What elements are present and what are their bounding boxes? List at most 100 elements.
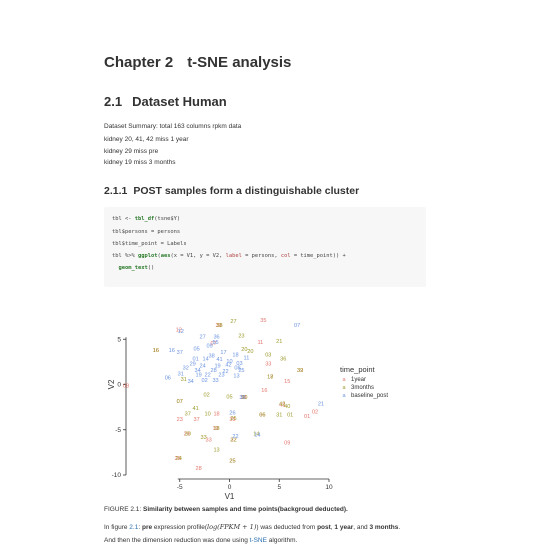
point-label-baseline_post: 34 bbox=[188, 379, 194, 385]
point-label-1year: 23 bbox=[177, 417, 183, 423]
point-label-1year: 01 bbox=[304, 414, 310, 420]
chapter-heading: Chapter 2 t-SNE analysis bbox=[104, 54, 291, 71]
point-label-1year: 12 bbox=[176, 327, 182, 333]
legend-key: a bbox=[342, 393, 346, 399]
x-tick-label: 0 bbox=[228, 484, 232, 491]
point-label-1year: 08 bbox=[123, 383, 129, 389]
point-label-1year: 32 bbox=[230, 438, 236, 444]
point-label-baseline_post: 02 bbox=[202, 378, 208, 384]
section-heading: 2.1 Dataset Human bbox=[104, 94, 227, 109]
point-label-1year: 66 bbox=[259, 412, 265, 418]
point-label-3months: 18 bbox=[267, 374, 273, 380]
point-label-baseline_post: 42 bbox=[225, 363, 231, 369]
figure-ref-link[interactable]: 2.1 bbox=[129, 524, 139, 531]
point-label-baseline_post: 25 bbox=[238, 368, 244, 374]
point-label-baseline_post: 14 bbox=[203, 356, 209, 362]
point-label-1year: 33 bbox=[265, 362, 271, 368]
point-label-3months: 20 bbox=[241, 347, 247, 353]
point-label-baseline_post: 09 bbox=[206, 344, 212, 350]
point-label-baseline_post: 14 bbox=[254, 432, 260, 438]
subsection-number: 2.1.1 bbox=[104, 185, 128, 197]
summary-line: Dataset Summary: total 163 columns rpkm … bbox=[104, 123, 242, 130]
point-label-3months: 02 bbox=[203, 392, 209, 398]
point-label-1year: 07 bbox=[210, 341, 216, 347]
point-label-3months: 41 bbox=[193, 406, 199, 412]
y-tick-label: 0 bbox=[117, 382, 121, 389]
point-label-3months: 06 bbox=[259, 412, 265, 418]
point-label-3months: 03 bbox=[265, 353, 271, 359]
point-label-baseline_post: 24 bbox=[200, 363, 206, 369]
x-tick-label: 5 bbox=[277, 484, 281, 491]
legend-key: a bbox=[342, 385, 346, 391]
legend-entry-label: 3months bbox=[351, 385, 374, 391]
point-label-baseline_post: 11 bbox=[244, 355, 250, 361]
point-label-1year: 09 bbox=[284, 440, 290, 446]
point-label-3months: 14 bbox=[253, 431, 259, 437]
point-label-baseline_post: 22 bbox=[204, 373, 210, 379]
point-label-baseline_post: 22 bbox=[222, 369, 228, 375]
point-label-3months: 13 bbox=[213, 448, 219, 454]
point-label-baseline_post: 32 bbox=[183, 365, 189, 371]
point-label-1year: 07 bbox=[177, 399, 183, 405]
point-label-1year: 15 bbox=[284, 379, 290, 385]
point-label-3months: 30 bbox=[185, 431, 191, 437]
point-label-3months: 21 bbox=[276, 339, 282, 345]
point-label-1year: 28 bbox=[196, 466, 202, 472]
x-axis-label: V1 bbox=[225, 492, 235, 500]
point-label-1year: 39 bbox=[215, 323, 221, 329]
y-tick-label: -10 bbox=[112, 472, 122, 479]
point-label-3months: 31 bbox=[276, 412, 282, 418]
caption-label: FIGURE 2.1: bbox=[104, 506, 142, 513]
legend-key: a bbox=[342, 377, 346, 383]
point-label-1year: 35 bbox=[229, 417, 235, 423]
point-label-1year: 11 bbox=[257, 340, 263, 346]
summary-line: kidney 20, 41, 42 miss 1 year bbox=[104, 136, 189, 143]
legend-entry-label: 1year bbox=[351, 377, 366, 383]
point-label-baseline_post: 23 bbox=[218, 373, 224, 379]
y-axis-label: V2 bbox=[107, 379, 116, 389]
code-line: tbl$persons = persons bbox=[112, 229, 181, 235]
point-label-1year: 25 bbox=[229, 459, 235, 465]
point-label-3months: 37 bbox=[185, 411, 191, 417]
point-label-baseline_post: 19 bbox=[214, 363, 220, 369]
chapter-number: Chapter 2 bbox=[104, 54, 174, 71]
x-tick-label: -5 bbox=[177, 484, 183, 491]
y-tick-label: 5 bbox=[117, 336, 121, 343]
point-label-3months: 42 bbox=[279, 402, 285, 408]
point-label-3months: 22 bbox=[230, 438, 236, 444]
point-label-3months: 23 bbox=[238, 334, 244, 340]
point-label-3months: 16 bbox=[153, 348, 159, 354]
point-label-3months: 07 bbox=[177, 399, 183, 405]
x-tick-label: 10 bbox=[325, 484, 333, 491]
code-line: geom_text() bbox=[118, 265, 155, 271]
point-label-baseline_post: 08 bbox=[234, 365, 240, 371]
point-label-baseline_post: 27 bbox=[200, 335, 206, 341]
point-label-3months: 27 bbox=[230, 319, 236, 325]
point-label-baseline_post: 34 bbox=[195, 368, 201, 374]
point-label-1year: 16 bbox=[261, 388, 267, 394]
point-label-1year: 02 bbox=[312, 410, 318, 416]
point-label-baseline_post: 38 bbox=[208, 354, 214, 360]
section-title: Dataset Human bbox=[132, 94, 227, 109]
summary-line: kidney 19 miss 3 months bbox=[104, 159, 176, 166]
point-label-3months: 10 bbox=[204, 411, 210, 417]
chapter-title: t-SNE analysis bbox=[187, 54, 292, 71]
point-label-3months: 40 bbox=[284, 404, 290, 410]
point-label-1year: 38 bbox=[240, 395, 246, 401]
point-label-3months: 25 bbox=[230, 416, 236, 422]
point-label-3months: 38 bbox=[216, 323, 222, 329]
point-label-3months: 20 bbox=[247, 349, 253, 355]
point-label-1year: 37 bbox=[194, 417, 200, 423]
point-label-1year: 28 bbox=[175, 456, 181, 462]
point-label-baseline_post: 33 bbox=[212, 378, 218, 384]
point-label-baseline_post: 36 bbox=[213, 335, 219, 341]
point-label-baseline_post: 05 bbox=[194, 346, 200, 352]
point-label-1year: 48 bbox=[279, 402, 285, 408]
tsne-link[interactable]: t-SNE bbox=[249, 537, 267, 544]
point-label-baseline_post: 06 bbox=[165, 375, 171, 381]
point-label-baseline_post: 07 bbox=[294, 323, 300, 329]
point-label-1year: 19 bbox=[212, 426, 218, 432]
